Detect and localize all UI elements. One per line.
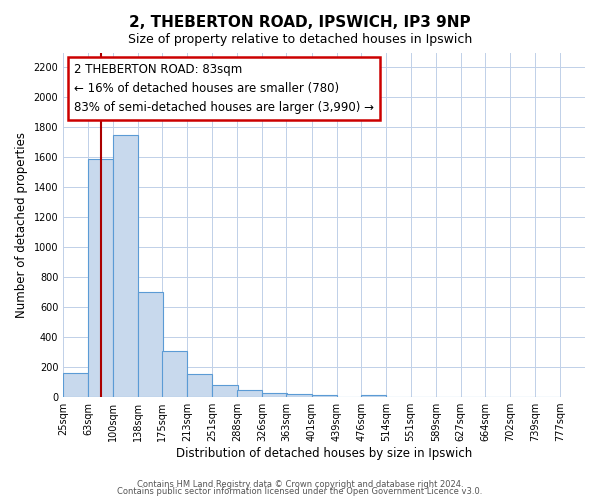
Bar [311,395,337,397]
Text: 2 THEBERTON ROAD: 83sqm
← 16% of detached houses are smaller (780)
83% of semi-d: 2 THEBERTON ROAD: 83sqm ← 16% of detache… [74,63,374,114]
X-axis label: Distribution of detached houses by size in Ipswich: Distribution of detached houses by size … [176,447,472,460]
Bar [187,374,212,397]
Text: Contains public sector information licensed under the Open Government Licence v3: Contains public sector information licen… [118,487,482,496]
Y-axis label: Number of detached properties: Number of detached properties [15,132,28,318]
Text: Contains HM Land Registry data © Crown copyright and database right 2024.: Contains HM Land Registry data © Crown c… [137,480,463,489]
Bar [88,159,113,397]
Bar [113,135,138,397]
Bar [262,392,287,397]
Text: 2, THEBERTON ROAD, IPSWICH, IP3 9NP: 2, THEBERTON ROAD, IPSWICH, IP3 9NP [129,15,471,30]
Bar [138,292,163,397]
Bar [237,390,262,397]
Bar [361,395,386,397]
Text: Size of property relative to detached houses in Ipswich: Size of property relative to detached ho… [128,32,472,46]
Bar [162,350,187,397]
Bar [286,394,311,397]
Bar [212,385,238,397]
Bar [63,373,88,397]
